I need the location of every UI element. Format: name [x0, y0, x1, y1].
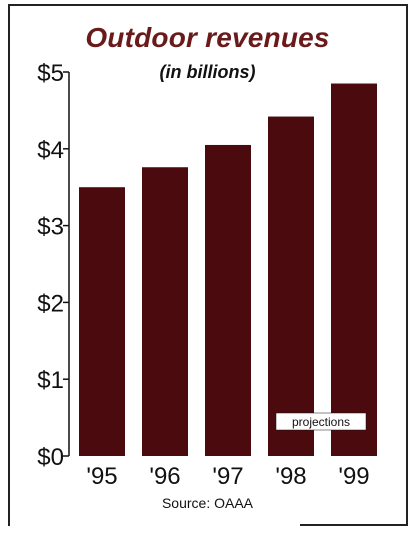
y-tick-label: $5: [37, 60, 64, 87]
chart-frame: [8, 4, 408, 534]
y-tick-label: $0: [37, 444, 64, 471]
x-tick-label: '96: [149, 463, 180, 490]
frame-border-top: [8, 4, 406, 6]
y-tick-label: $3: [37, 214, 64, 241]
chart-title: Outdoor revenues: [85, 22, 330, 53]
x-tick-label: '95: [86, 463, 117, 490]
x-tick-label: '97: [212, 463, 243, 490]
bar-1: [142, 167, 188, 456]
y-tick-label: $1: [37, 367, 64, 394]
y-tick-label: $4: [37, 137, 64, 164]
chart-subtitle: (in billions): [159, 62, 256, 82]
frame-border-bottom: [300, 524, 408, 526]
bar-0: [79, 187, 125, 456]
y-tick-label: $2: [37, 290, 64, 317]
bar-2: [205, 144, 251, 456]
projections-label: projections: [292, 415, 350, 429]
frame-border-right: [406, 4, 408, 526]
frame-border-left: [8, 4, 10, 526]
bar-4: [331, 83, 377, 457]
x-tick-label: '98: [275, 463, 306, 490]
chart-source: Source: OAAA: [161, 495, 254, 511]
x-tick-label: '99: [338, 463, 369, 490]
bar-3: [268, 116, 314, 456]
projections-box: [275, 412, 367, 431]
